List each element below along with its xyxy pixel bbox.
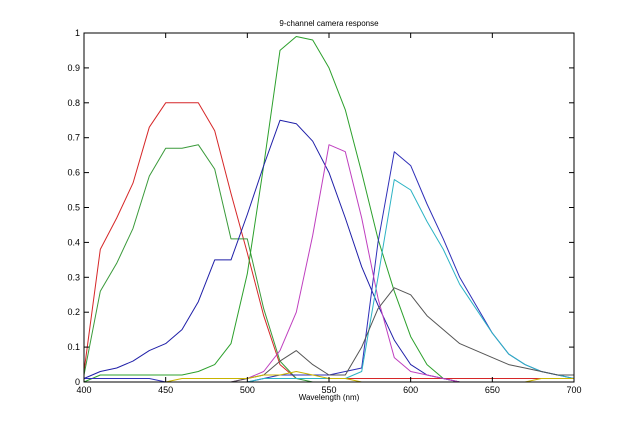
- y-tick-label: 0.9: [67, 63, 80, 73]
- y-tick-label: 0.5: [67, 203, 80, 213]
- y-tick-label: 0.3: [67, 272, 80, 282]
- y-axis: 0 0.1 0.2 0.3 0.4 0.5 0.6 0.7 0.8 0.9 1: [67, 28, 574, 387]
- y-tick-label: 1: [75, 28, 80, 38]
- y-tick-label: 0.6: [67, 168, 80, 178]
- x-tick-label: 450: [158, 385, 173, 395]
- x-tick-label: 500: [240, 385, 255, 395]
- x-axis: 400 450 500 550 600 650 700: [76, 33, 582, 395]
- x-tick-label: 650: [485, 385, 500, 395]
- x-tick-label: 400: [76, 385, 91, 395]
- x-tick-label: 600: [403, 385, 418, 395]
- x-tick-label: 550: [321, 385, 336, 395]
- x-axis-label: Wavelength (nm): [299, 393, 360, 402]
- chart-title: 9-channel camera response: [279, 19, 379, 28]
- y-tick-label: 0.4: [67, 237, 80, 247]
- y-tick-label: 0.7: [67, 133, 80, 143]
- x-tick-label: 700: [566, 385, 581, 395]
- y-tick-label: 0: [75, 377, 80, 387]
- y-tick-label: 0.1: [67, 342, 80, 352]
- y-tick-label: 0.8: [67, 98, 80, 108]
- y-tick-label: 0.2: [67, 307, 80, 317]
